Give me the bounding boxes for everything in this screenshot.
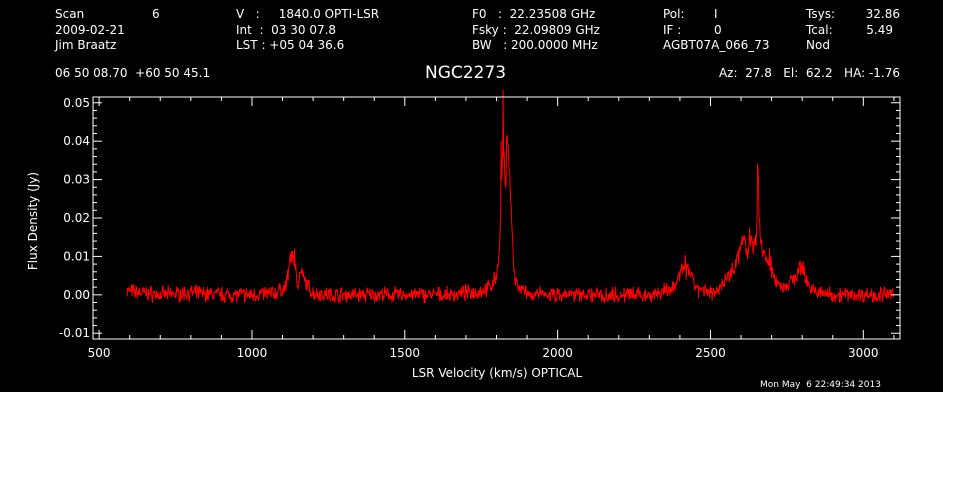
spectrum-chart: 500 1000 1500 2000 2500 3000 -0.01 0.00 0.01 0.02… [26,89,901,380]
axes-frame [92,96,901,340]
switching-mode: Nod [806,38,830,52]
y-tick-label: 0.01 [63,249,90,263]
sky-frequency: Fsky : 22.09809 GHz [472,23,600,37]
polarization-label: Pol: [663,7,685,21]
tsys-value: 32.86 [865,7,900,21]
source-coordinates: 06 50 08.70 +60 50 45.1 [55,66,211,80]
az-el-ha: Az: 27.8 El: 62.2 HA: -1.76 [718,66,900,80]
x-tick-label: 500 [88,346,111,360]
observation-date: 2009-02-21 [55,23,125,37]
tcal-value: 5.49 [866,23,893,37]
plot-frame [92,96,901,340]
velocity-info: V : 1840.0 OPTI-LSR [236,7,380,21]
axis-ticks: 500 1000 1500 2000 2500 3000 -0.01 0.00 0.01 0.02… [59,96,900,360]
spectrum-line [126,89,895,304]
plot-panel: Scan 6 2009-02-21 Jim Braatz V : 1840.0 … [0,0,943,392]
observer-name: Jim Braatz [55,38,117,52]
scan-number: 6 [152,7,160,21]
polarization-value: I [714,7,718,21]
y-axis-label: Flux Density (Jy) [26,172,40,270]
plot-timestamp: Mon May 6 22:49:34 2013 [760,380,881,390]
x-tick-label: 2000 [542,346,573,360]
x-tick-label: 1000 [237,346,268,360]
x-tick-label: 2500 [695,346,726,360]
bandwidth: BW : 200.0000 MHz [472,38,598,52]
x-tick-label: 1500 [390,346,421,360]
y-tick-label: 0.05 [63,96,90,110]
y-tick-label: -0.01 [59,326,90,340]
source-name: NGC2273 [425,63,507,83]
tsys-label: Tsys: [806,7,835,21]
x-axis-label: LSR Velocity (km/s) OPTICAL [412,366,583,380]
spectrum-series-group [126,89,895,304]
y-tick-label: 0.04 [63,134,90,148]
scan-label: Scan [55,7,85,21]
x-tick-label: 3000 [848,346,879,360]
y-tick-label: 0.00 [63,288,90,302]
tcal-label: Tcal: [806,23,833,37]
rest-frequency: F0 : 22.23508 GHz [472,7,596,21]
lst-info: LST : +05 04 36.6 [236,38,345,52]
y-tick-label: 0.02 [63,211,90,225]
y-tick-label: 0.03 [63,173,90,187]
integration-time: Int : 03 30 07.8 [236,23,337,37]
project-id: AGBT07A_066_73 [663,38,770,52]
if-label: IF : [663,23,682,37]
if-value: 0 [714,23,722,37]
